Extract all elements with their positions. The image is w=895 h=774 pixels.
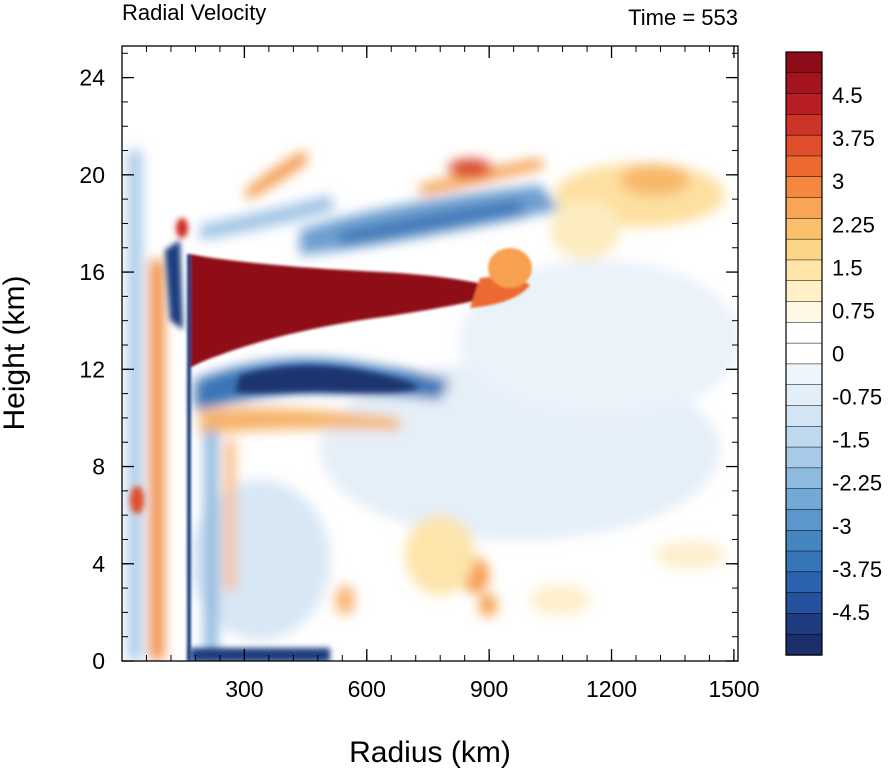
colorbar-swatch bbox=[785, 197, 823, 219]
colorbar-label: 0 bbox=[832, 342, 844, 367]
colorbar-label: 3.75 bbox=[832, 126, 875, 151]
colorbar-swatch bbox=[785, 134, 823, 157]
colorbar-swatch bbox=[785, 405, 823, 427]
colorbar-swatch bbox=[785, 301, 823, 323]
colorbar-label: 2.25 bbox=[832, 212, 875, 237]
colorbar-label: 4.5 bbox=[832, 83, 863, 108]
chart-title: Radial Velocity bbox=[122, 0, 266, 25]
eyewall-blue-streak-2 bbox=[205, 430, 217, 660]
outflow-jet bbox=[190, 254, 505, 368]
eyewall-orange-streak bbox=[150, 260, 164, 660]
eyewall-edge bbox=[187, 254, 191, 661]
colorbar-swatch bbox=[785, 93, 823, 116]
low-yellow-region-2 bbox=[530, 585, 590, 615]
colorbar-swatch bbox=[785, 467, 823, 490]
y-tick-label: 12 bbox=[79, 356, 105, 382]
upper-orange-streak bbox=[420, 158, 545, 196]
colorbar-label: -3.75 bbox=[832, 557, 882, 582]
y-axis: 0 4 8 12 16 20 24 bbox=[79, 52, 738, 674]
y-axis-title: Height (km) bbox=[0, 275, 31, 430]
faint-inflow-region-2 bbox=[460, 260, 738, 420]
plot-frame bbox=[121, 45, 739, 662]
heatmap-field bbox=[128, 150, 738, 661]
low-orange-spot-3 bbox=[335, 585, 355, 615]
midlevel-outflow bbox=[200, 407, 400, 435]
colorbar-frame bbox=[785, 51, 823, 656]
colorbar-swatch bbox=[785, 322, 823, 344]
eyewall-orange-spot-low bbox=[130, 486, 144, 514]
colorbar-label: -2.25 bbox=[832, 471, 882, 496]
colorbar-swatch bbox=[785, 238, 823, 261]
colorbar-swatch bbox=[785, 613, 823, 635]
colorbar-label: 3 bbox=[832, 169, 844, 194]
y-tick-label: 0 bbox=[92, 648, 105, 674]
colorbar-label: -1.5 bbox=[832, 428, 870, 453]
y-tick-label: 24 bbox=[79, 65, 105, 91]
colorbar-swatch bbox=[785, 509, 823, 531]
colorbar-label: -4.5 bbox=[832, 600, 870, 625]
colorbar-swatch bbox=[785, 488, 823, 511]
colorbar-swatch bbox=[785, 155, 823, 178]
upper-outflow-core bbox=[620, 164, 690, 196]
eyewall-red-spot bbox=[176, 218, 188, 238]
low-yellow-region bbox=[405, 515, 475, 595]
outflow-tip-blob bbox=[488, 248, 532, 288]
x-tick-label: 1200 bbox=[586, 676, 637, 702]
x-tick-label: 600 bbox=[348, 676, 386, 702]
time-label: Time = 553 bbox=[628, 5, 738, 30]
colorbar-label: -0.75 bbox=[832, 385, 882, 410]
y-tick-label: 4 bbox=[92, 551, 105, 577]
colorbar-swatch bbox=[785, 114, 823, 136]
colorbar-swatch bbox=[785, 51, 823, 74]
y-tick-label: 16 bbox=[79, 259, 105, 285]
x-tick-label: 1500 bbox=[708, 676, 759, 702]
colorbar-swatch bbox=[785, 218, 823, 240]
x-tick-label: 900 bbox=[470, 676, 508, 702]
colorbar-label: 1.5 bbox=[832, 255, 863, 280]
orange-streak-left bbox=[245, 150, 308, 200]
eyewall-orange-streak-2 bbox=[225, 440, 235, 590]
colorbar-swatch bbox=[785, 633, 823, 656]
x-tick-label: 300 bbox=[225, 676, 263, 702]
low-yellow-region-3 bbox=[655, 541, 725, 569]
colorbar-swatch bbox=[785, 280, 823, 303]
colorbar-swatch bbox=[785, 592, 823, 615]
colorbar-label: 0.75 bbox=[832, 298, 875, 323]
colorbar-swatch bbox=[785, 571, 823, 594]
inflow-core bbox=[235, 365, 420, 394]
colorbar-swatch bbox=[785, 426, 823, 448]
y-tick-label: 20 bbox=[79, 162, 105, 188]
upper-outflow-blob-2 bbox=[550, 200, 620, 260]
boundary-inflow bbox=[190, 648, 330, 661]
upper-inflow-band-core bbox=[340, 200, 525, 246]
upper-inflow-band-2 bbox=[200, 195, 335, 240]
colorbar-swatch bbox=[785, 176, 823, 199]
colorbar-swatch bbox=[785, 342, 823, 365]
x-axis-title: Radius (km) bbox=[349, 736, 511, 769]
colorbar-label: -3 bbox=[832, 514, 852, 539]
colorbar-swatch bbox=[785, 363, 823, 386]
x-axis: 300 600 900 1200 1500 bbox=[145, 46, 760, 702]
colorbar-swatch bbox=[785, 446, 823, 469]
upper-orange-spot bbox=[448, 159, 492, 177]
y-tick-label: 8 bbox=[92, 454, 105, 480]
colorbar-swatch bbox=[785, 550, 823, 573]
colorbar-swatch bbox=[785, 529, 823, 552]
colorbar-swatch bbox=[785, 72, 823, 95]
colorbar-swatch bbox=[785, 259, 823, 282]
eyewall-blue-streak bbox=[128, 150, 142, 660]
colorbar: 4.5 3.75 3 2.25 1.5 0.75 0 -0.75 -1.5 -2.25 -3 -3.7… bbox=[785, 51, 882, 656]
colorbar-swatch bbox=[785, 384, 823, 407]
low-orange-spot-2 bbox=[479, 593, 497, 617]
eyewall-dark-blue bbox=[165, 240, 183, 330]
